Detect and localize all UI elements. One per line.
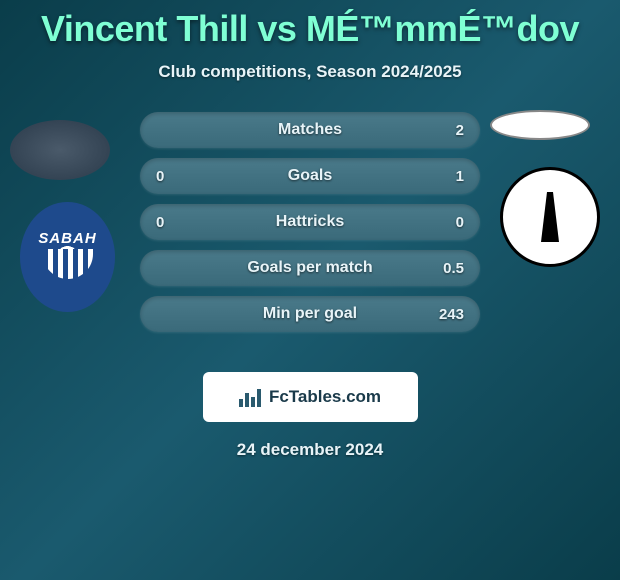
stat-label: Matches: [278, 121, 342, 139]
stat-bar-min-per-goal: Min per goal 243: [140, 296, 480, 332]
page-title: Vincent Thill vs MÉ™mmÉ™dov: [0, 0, 620, 50]
footer-brand-badge[interactable]: FcTables.com: [203, 372, 418, 422]
subtitle: Club competitions, Season 2024/2025: [0, 62, 620, 82]
stat-label: Goals per match: [247, 259, 372, 277]
club-badge-left-stripes-icon: [43, 249, 93, 279]
stat-bar-goals-per-match: Goals per match 0.5: [140, 250, 480, 286]
stat-value-right: 243: [439, 306, 464, 323]
stat-label: Min per goal: [263, 305, 357, 323]
stat-value-right: 2: [456, 122, 464, 139]
comparison-area: SABAH Matches 2 0 Goals 1 0 Hattricks 0 …: [0, 112, 620, 352]
player-left-avatar: [10, 120, 110, 180]
footer-brand-text: FcTables.com: [269, 387, 381, 407]
oil-tower-icon: [535, 192, 565, 242]
stat-value-right: 1: [456, 168, 464, 185]
footer-date: 24 december 2024: [0, 440, 620, 460]
stat-label: Hattricks: [276, 213, 344, 231]
stat-value-left: 0: [156, 168, 164, 185]
stat-bar-hattricks: 0 Hattricks 0: [140, 204, 480, 240]
stats-container: Matches 2 0 Goals 1 0 Hattricks 0 Goals …: [140, 112, 480, 342]
club-badge-right: [500, 167, 600, 267]
stat-value-right: 0: [456, 214, 464, 231]
stat-bar-goals: 0 Goals 1: [140, 158, 480, 194]
club-badge-left-text: SABAH: [38, 230, 96, 247]
player-right-avatar: [490, 110, 590, 140]
stat-value-right: 0.5: [443, 260, 464, 277]
stat-label: Goals: [288, 167, 332, 185]
stat-bar-matches: Matches 2: [140, 112, 480, 148]
club-badge-left: SABAH: [20, 202, 115, 312]
chart-icon: [239, 387, 263, 407]
stat-value-left: 0: [156, 214, 164, 231]
